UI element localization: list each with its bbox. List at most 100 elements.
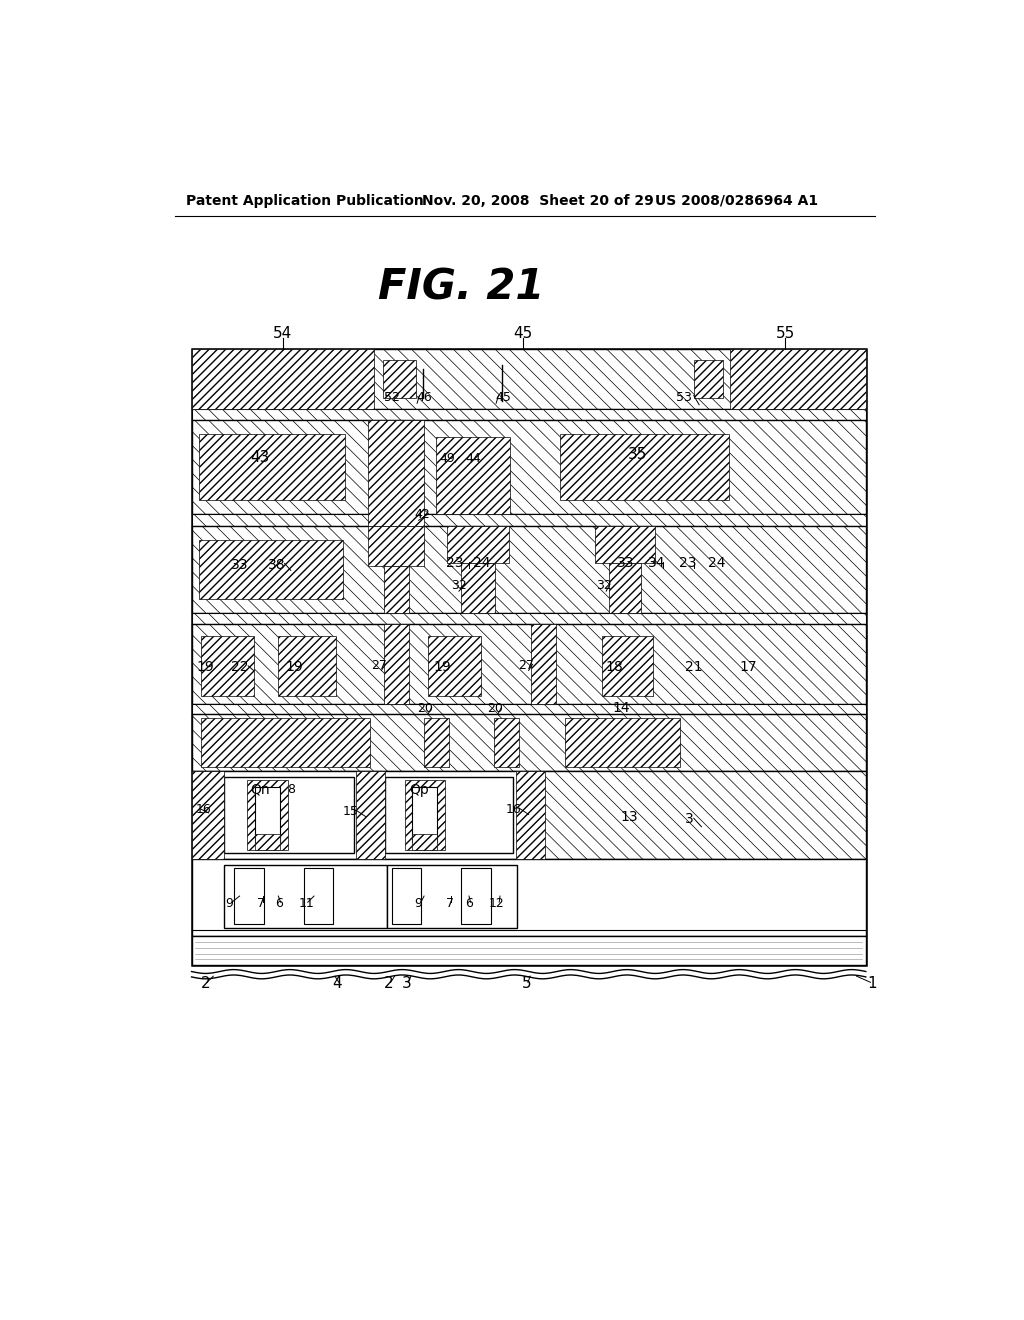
Text: 45: 45	[514, 326, 532, 342]
Bar	[461, 562, 496, 612]
Bar	[279, 636, 337, 696]
Bar	[255, 788, 280, 842]
Text: 16: 16	[196, 803, 211, 816]
Text: 24: 24	[709, 556, 726, 570]
Text: 19: 19	[197, 660, 214, 673]
Text: 22: 22	[230, 660, 249, 673]
Bar	[436, 437, 510, 515]
Bar	[384, 624, 409, 704]
Text: 35: 35	[628, 447, 647, 462]
Bar	[191, 350, 866, 409]
Bar	[191, 771, 866, 859]
Bar	[413, 788, 437, 842]
Text: 19: 19	[433, 660, 451, 673]
Text: 19: 19	[285, 660, 303, 673]
Text: 52: 52	[384, 391, 399, 404]
Bar	[428, 636, 480, 696]
Bar	[494, 718, 518, 767]
Text: 32: 32	[596, 579, 611, 593]
Bar	[560, 434, 729, 500]
Text: Patent Application Publication: Patent Application Publication	[186, 194, 424, 207]
Bar	[200, 434, 345, 500]
Bar	[224, 776, 354, 853]
Text: 44: 44	[465, 453, 481, 465]
Bar	[224, 866, 387, 928]
Text: 3: 3	[402, 977, 412, 991]
Text: 5: 5	[521, 977, 531, 991]
Text: 2: 2	[384, 977, 394, 991]
Bar	[369, 525, 424, 566]
Bar	[356, 771, 385, 859]
Text: 15: 15	[342, 805, 358, 818]
Text: 23: 23	[679, 556, 696, 570]
Bar	[391, 869, 421, 924]
Bar	[424, 718, 449, 767]
Text: 34: 34	[648, 556, 666, 570]
Bar	[191, 409, 866, 420]
Bar	[693, 360, 723, 397]
Text: 11: 11	[298, 898, 314, 911]
Bar	[191, 350, 866, 965]
Text: 42: 42	[415, 508, 430, 520]
Text: 20: 20	[487, 702, 503, 714]
Text: Qp: Qp	[409, 783, 428, 797]
Bar	[602, 636, 652, 696]
Bar	[191, 936, 866, 965]
Bar	[191, 624, 866, 704]
Bar	[191, 350, 374, 409]
Bar	[404, 780, 445, 850]
Bar	[608, 562, 641, 612]
Bar	[730, 350, 866, 409]
Bar	[461, 869, 490, 924]
Text: 45: 45	[496, 391, 511, 404]
Text: 38: 38	[268, 558, 286, 572]
Text: 27: 27	[371, 659, 387, 672]
Text: 20: 20	[418, 702, 433, 714]
Text: Qn: Qn	[250, 783, 269, 797]
Bar	[565, 718, 680, 767]
Bar	[304, 869, 334, 924]
Text: 6: 6	[275, 898, 283, 911]
Text: 49: 49	[439, 453, 456, 465]
Bar	[383, 360, 416, 397]
Bar	[191, 515, 866, 525]
Text: US 2008/0286964 A1: US 2008/0286964 A1	[655, 194, 818, 207]
Bar	[191, 525, 866, 612]
Bar	[201, 718, 370, 767]
Text: Nov. 20, 2008  Sheet 20 of 29: Nov. 20, 2008 Sheet 20 of 29	[423, 194, 654, 207]
Bar	[200, 540, 343, 599]
Bar	[201, 636, 254, 696]
Text: 13: 13	[621, 809, 638, 824]
Text: 16: 16	[505, 803, 521, 816]
Bar	[191, 771, 224, 859]
Text: 23: 23	[446, 556, 464, 570]
Text: 33: 33	[616, 556, 634, 570]
Text: 33: 33	[230, 558, 249, 572]
Text: 6: 6	[465, 898, 473, 911]
Text: 21: 21	[685, 660, 702, 673]
Text: 7: 7	[257, 898, 265, 911]
Bar	[191, 420, 866, 513]
Bar	[595, 525, 655, 562]
Bar	[531, 624, 556, 704]
Bar	[515, 771, 545, 859]
Text: 32: 32	[451, 579, 467, 593]
Bar	[234, 869, 263, 924]
Text: 9: 9	[225, 898, 232, 911]
Text: 27: 27	[518, 659, 535, 672]
Text: 3: 3	[685, 812, 693, 826]
Text: 7: 7	[445, 898, 454, 911]
Text: 17: 17	[739, 660, 757, 673]
Text: 2: 2	[201, 977, 210, 991]
Text: 53: 53	[676, 391, 691, 404]
Bar	[387, 866, 517, 928]
Bar	[191, 704, 866, 714]
Bar	[191, 859, 866, 936]
Text: 18: 18	[605, 660, 623, 673]
Text: 8: 8	[287, 783, 295, 796]
Text: 54: 54	[273, 326, 293, 342]
Text: 12: 12	[488, 898, 504, 911]
Bar	[447, 525, 509, 562]
Text: 14: 14	[612, 701, 631, 715]
Bar	[369, 420, 424, 525]
